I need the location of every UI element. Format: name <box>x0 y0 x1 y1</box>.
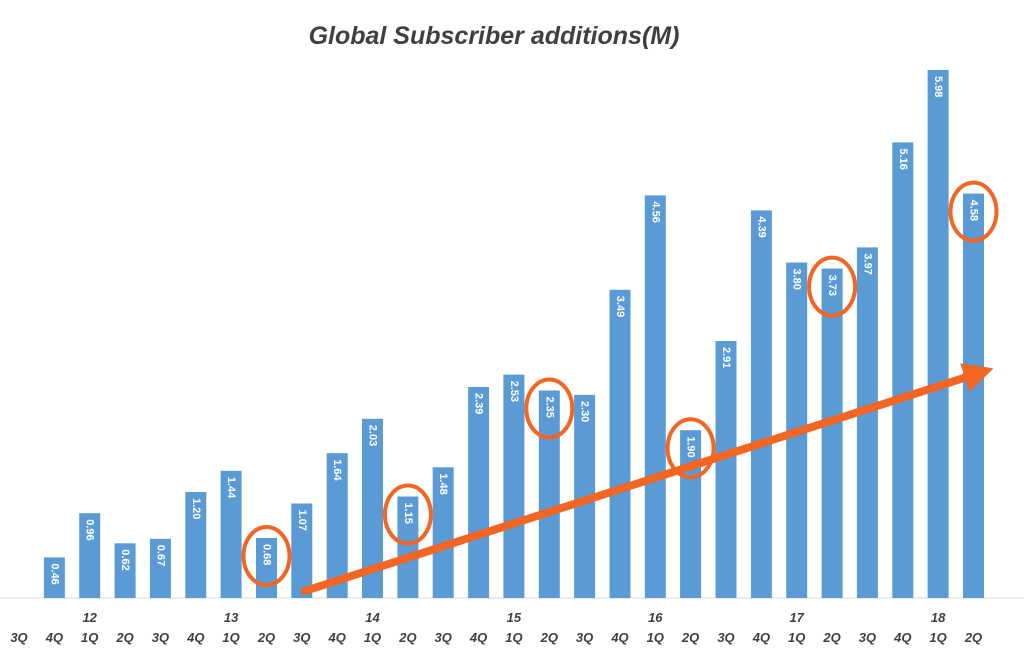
bar-value-label: 0.46 <box>48 563 60 584</box>
quarter-tick-label: 3Q <box>576 630 593 645</box>
bar-value-label: 3.97 <box>861 253 873 274</box>
year-tick-label: 13 <box>224 610 239 625</box>
bar-value-label: 0.68 <box>261 544 273 565</box>
quarter-tick-label: 3Q <box>152 630 169 645</box>
bar-value-label: 2.35 <box>543 397 555 418</box>
quarter-tick-label: 4Q <box>45 630 63 645</box>
bar-20 <box>715 341 737 598</box>
bar-value-label: 0.96 <box>84 519 96 540</box>
quarter-tick-label: 2Q <box>257 630 275 645</box>
quarter-tick-label: 1Q <box>81 630 98 645</box>
highlight-circle <box>665 417 716 480</box>
quarter-tick-label: 2Q <box>115 630 133 645</box>
quarter-tick-label: 2Q <box>964 630 982 645</box>
bar-1 <box>43 557 65 598</box>
bar-value-label: 5.98 <box>932 76 944 97</box>
annotations <box>241 180 999 596</box>
quarter-tick-label: 1Q <box>788 630 805 645</box>
bar-14 <box>503 374 525 598</box>
bar-value-label: 3.80 <box>791 269 803 290</box>
bar-8 <box>291 503 313 598</box>
bar-value-label: 1.07 <box>296 510 308 531</box>
bar-3 <box>114 543 136 598</box>
bar-24 <box>856 247 878 598</box>
bar-13 <box>468 387 490 598</box>
bar-value-label: 1.44 <box>225 477 237 499</box>
bar-2 <box>79 513 101 598</box>
year-tick-label: 15 <box>507 610 522 625</box>
bar-value-label: 1.15 <box>402 503 414 524</box>
trend-arrow-shaft <box>300 373 969 596</box>
bar-12 <box>432 467 454 598</box>
trend-arrow-head <box>960 363 994 392</box>
quarter-tick-label: 1Q <box>505 630 522 645</box>
bar-value-label: 3.49 <box>614 296 626 317</box>
quarter-tick-label: 2Q <box>681 630 699 645</box>
highlight-circle <box>524 377 575 440</box>
quarter-tick-label: 2Q <box>822 630 840 645</box>
bar-11 <box>397 496 419 598</box>
quarter-tick-label: 3Q <box>717 630 734 645</box>
bar-5 <box>185 492 207 598</box>
year-tick-label: 16 <box>648 610 663 625</box>
bar-value-label: 0.62 <box>119 549 131 570</box>
quarter-tick-label: 4Q <box>328 630 346 645</box>
bar-9 <box>326 453 348 598</box>
bar-17 <box>609 289 631 598</box>
bar-series: 0.46 0.96 0.62 0.67 1.20 1.44 0.68 1.07 1.64 2.03… <box>43 70 984 598</box>
bar-value-label: 0.67 <box>154 545 166 566</box>
chart-title: Global Subscriber additions(M) <box>309 22 680 50</box>
bar-15 <box>538 390 560 598</box>
bar-value-label: 2.30 <box>579 401 591 422</box>
quarter-tick-label: 4Q <box>610 630 628 645</box>
quarter-tick-label: 3Q <box>293 630 310 645</box>
bar-value-label: 5.16 <box>897 148 909 169</box>
bar-18 <box>644 195 666 598</box>
bar-value-label: 4.58 <box>968 200 980 221</box>
bar-value-label: 3.73 <box>826 275 838 296</box>
quarter-tick-label: 1Q <box>929 630 946 645</box>
quarter-tick-label: 3Q <box>859 630 876 645</box>
bar-6 <box>220 470 242 598</box>
bar-4 <box>149 538 171 598</box>
quarter-tick-label: 1Q <box>364 630 381 645</box>
bar-value-label: 1.90 <box>685 436 697 457</box>
quarter-tick-label: 1Q <box>222 630 239 645</box>
highlight-circle <box>382 483 433 546</box>
bar-value-label: 2.53 <box>508 381 520 402</box>
highlight-circle <box>948 180 999 243</box>
bar-value-label: 4.56 <box>649 201 661 222</box>
bar-value-label: 1.64 <box>331 459 343 481</box>
highlight-circle <box>241 525 292 587</box>
bar-25 <box>892 142 914 598</box>
bar-value-label: 2.03 <box>367 425 379 446</box>
bar-value-label: 1.48 <box>437 473 449 494</box>
quarter-tick-label: 4Q <box>186 630 204 645</box>
bar-value-label: 2.39 <box>473 393 485 414</box>
bar-value-label: 1.20 <box>190 498 202 519</box>
quarter-tick-label: 4Q <box>752 630 770 645</box>
quarter-tick-label: 4Q <box>893 630 911 645</box>
bar-21 <box>750 210 772 598</box>
quarter-tick-label: 1Q <box>647 630 664 645</box>
quarter-tick-label: 3Q <box>435 630 452 645</box>
quarter-tick-label: 2Q <box>540 630 558 645</box>
bar-10 <box>362 418 383 598</box>
bar-value-label: 2.91 <box>720 347 732 368</box>
year-tick-label: 12 <box>82 610 97 625</box>
bar-23 <box>821 268 843 598</box>
bar-value-label: 4.39 <box>755 216 767 237</box>
year-tick-label: 17 <box>789 610 804 625</box>
x-axis-labels: 3Q 4Q 1Q 12 2Q 3Q 4Q 1Q 13 2Q 3Q 4Q 1Q 14 2Q 3Q 4Q 1Q 15 2Q… <box>10 610 982 645</box>
bar-26 <box>927 70 949 598</box>
quarter-tick-label: 4Q <box>469 630 487 645</box>
quarter-tick-label: 2Q <box>398 630 416 645</box>
quarter-tick-label: 3Q <box>10 630 27 645</box>
bar-27 <box>963 193 984 598</box>
year-tick-label: 18 <box>931 610 946 625</box>
year-tick-label: 14 <box>365 610 380 625</box>
highlight-circle <box>807 255 858 318</box>
